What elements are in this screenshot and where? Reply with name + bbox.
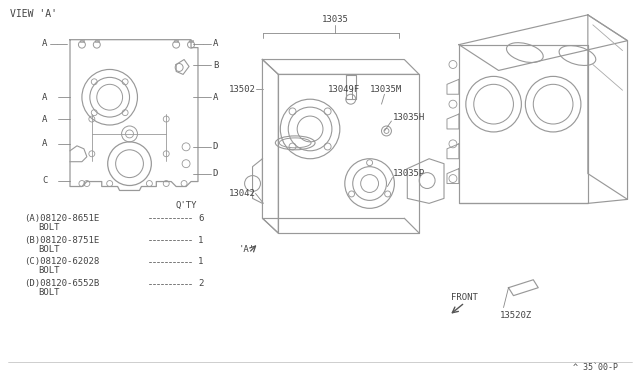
Text: A: A <box>42 140 47 148</box>
Text: BOLT: BOLT <box>38 266 60 275</box>
Text: (D)08120-6552B: (D)08120-6552B <box>24 279 100 288</box>
Text: B: B <box>213 61 218 70</box>
Text: A: A <box>42 39 47 48</box>
Text: 'A': 'A' <box>239 246 255 254</box>
Text: 1: 1 <box>198 235 204 244</box>
Bar <box>174 40 178 42</box>
Text: 13520Z: 13520Z <box>500 311 532 320</box>
Text: (C)08120-62028: (C)08120-62028 <box>24 257 100 266</box>
Text: 13042: 13042 <box>228 189 255 198</box>
Text: BOLT: BOLT <box>38 288 60 297</box>
Text: ^ 35`00-P: ^ 35`00-P <box>573 363 618 372</box>
Text: BOLT: BOLT <box>38 244 60 253</box>
Text: D: D <box>213 169 218 178</box>
Text: 1: 1 <box>198 257 204 266</box>
Text: C: C <box>42 176 47 185</box>
Text: A: A <box>213 93 218 102</box>
Text: VIEW 'A': VIEW 'A' <box>10 9 58 19</box>
Text: (A)08120-8651E: (A)08120-8651E <box>24 214 100 223</box>
Text: 13049F: 13049F <box>328 85 360 94</box>
Text: Q'TY: Q'TY <box>175 201 197 210</box>
Text: 13035: 13035 <box>321 15 348 24</box>
Text: D: D <box>213 142 218 151</box>
Bar <box>189 40 193 42</box>
Text: 13502: 13502 <box>228 85 255 94</box>
Text: 13035H: 13035H <box>392 113 425 122</box>
Text: 6: 6 <box>198 214 204 223</box>
Text: (B)08120-8751E: (B)08120-8751E <box>24 235 100 244</box>
Text: 13035P: 13035P <box>392 169 425 178</box>
Text: FRONT: FRONT <box>451 293 478 302</box>
Text: A: A <box>213 39 218 48</box>
Bar <box>80 40 84 42</box>
Text: A: A <box>42 115 47 124</box>
Text: 2: 2 <box>198 279 204 288</box>
Bar <box>95 40 99 42</box>
Text: BOLT: BOLT <box>38 223 60 232</box>
Text: A: A <box>42 93 47 102</box>
Text: 13035M: 13035M <box>370 85 402 94</box>
